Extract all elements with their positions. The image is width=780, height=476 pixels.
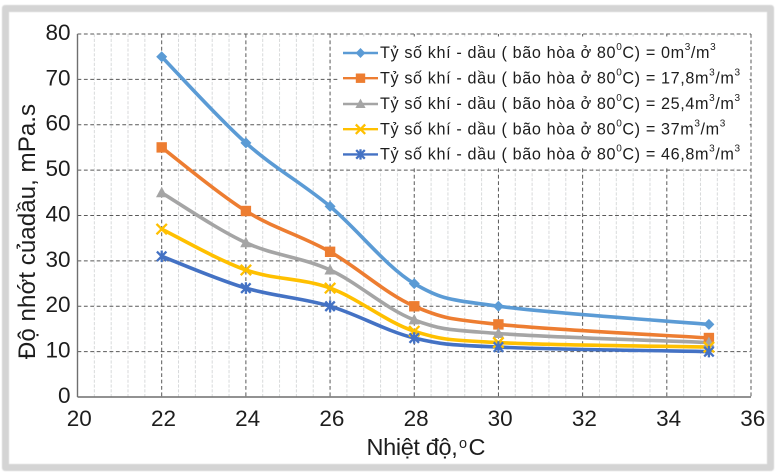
svg-text:60: 60	[45, 111, 70, 136]
svg-text:36: 36	[740, 406, 765, 431]
svg-text:28: 28	[404, 406, 429, 431]
svg-text:20: 20	[45, 292, 70, 317]
svg-text:10: 10	[45, 338, 70, 363]
svg-text:32: 32	[572, 406, 597, 431]
svg-text:30: 30	[488, 406, 513, 431]
svg-text:50: 50	[45, 156, 70, 181]
svg-text:Tỷ số khí - dầu ( bão hòa ở 8: Tỷ số khí - dầu ( bão hòa ở 800C) = 0m3/…	[380, 42, 716, 62]
svg-text:Độ nhớt củadầu, mPa.s: Độ nhớt củadầu, mPa.s	[14, 104, 41, 359]
svg-text:70: 70	[45, 65, 70, 90]
svg-text:30: 30	[45, 247, 70, 272]
svg-text:Tỷ số khí - dầu ( bão hòa ở 8: Tỷ số khí - dầu ( bão hòa ở 800C) = 17,8…	[380, 67, 741, 87]
svg-text:Tỷ số khí - dầu ( bão hòa ở 8: Tỷ số khí - dầu ( bão hòa ở 800C) = 25,4…	[380, 93, 741, 113]
svg-text:Tỷ số khí - dầu ( bão hòa ở 8: Tỷ số khí - dầu ( bão hòa ở 800C) = 37m3…	[380, 118, 726, 138]
svg-text:26: 26	[319, 406, 344, 431]
svg-text:22: 22	[151, 406, 176, 431]
svg-text:Nhiệt độ, oC: Nhiệt độ, oC	[367, 434, 486, 460]
svg-text:Tỷ số khí - dầu ( bão hòa ở 8: Tỷ số khí - dầu ( bão hòa ở 800C) = 46,8…	[380, 144, 741, 164]
svg-text:20: 20	[67, 406, 92, 431]
svg-text:0: 0	[58, 383, 71, 408]
svg-text:40: 40	[45, 201, 70, 226]
svg-text:80: 80	[45, 20, 70, 45]
svg-text:24: 24	[235, 406, 260, 431]
svg-text:34: 34	[656, 406, 681, 431]
